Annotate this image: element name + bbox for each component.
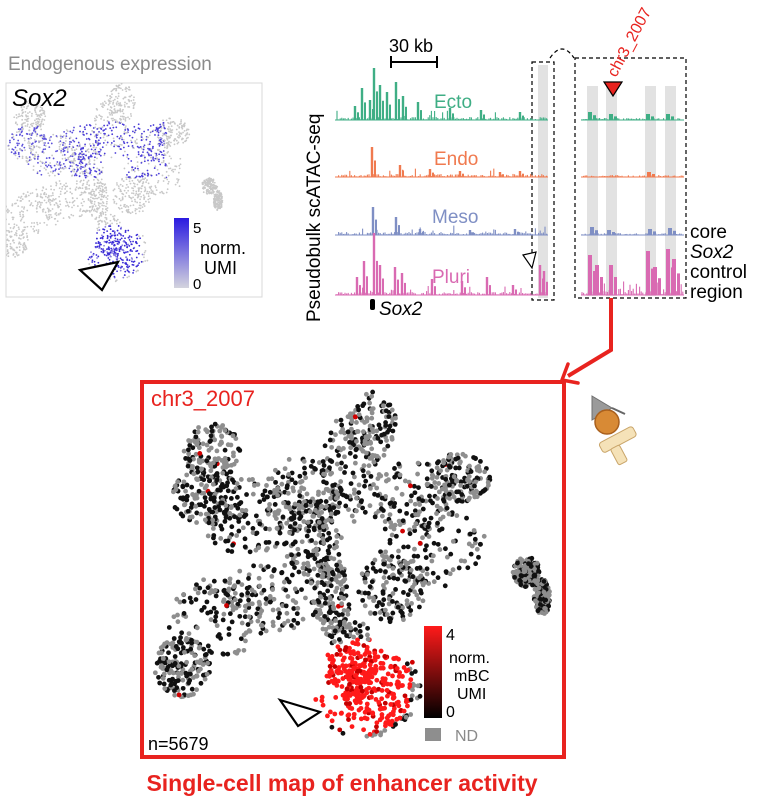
scale-bar-label: 30 kb [389,36,433,56]
sox2-gene-model [370,299,375,310]
endogenous-title: Endogenous expression [8,54,212,75]
enhancer-label: chr3_2007 [605,5,656,80]
zoom-source-box [531,61,555,301]
nd-label: ND [455,728,478,745]
enhancer-arrowhead-marker [277,698,323,728]
enhancer-legend-label-3: UMI [457,686,486,703]
region-label-2: Sox2 [690,242,734,263]
enhancer-legend-label-2: mBC [454,668,490,685]
atac-ylabel: Pseudobulk scATAC-seq [304,114,325,322]
zoom-highlight-3 [645,86,656,296]
caption: Single-cell map of enhancer activity [146,770,537,796]
zoom-highlight-4 [665,86,676,296]
endogenous-legend-min: 0 [193,276,201,293]
endogenous-arrowhead-marker [77,260,121,292]
construct-icon [591,395,637,466]
nd-swatch [425,728,441,741]
zoom-highlight-1 [587,86,598,296]
track-label-meso: Meso [432,207,478,228]
region-label-3: control [690,262,747,283]
track-ecto: Ecto [335,68,684,121]
atac-panel: Pseudobulk scATAC-seq 30 kb Ecto Endo Meso… [304,5,747,322]
zoom-connector [549,48,575,59]
endogenous-legend-max: 5 [193,220,201,237]
region-label-4: region [690,282,743,303]
highlight-region-main [538,65,548,298]
enhancer-map-title: chr3_2007 [151,386,255,411]
enhancer-legend-max: 4 [446,627,455,644]
endogenous-colorbar [174,218,189,288]
zoom-highlight-2 [606,86,617,296]
zoom-box [574,57,687,299]
enhancer-legend-label-1: norm. [449,650,490,667]
region-label-1: core [690,222,727,243]
track-endo: Endo [335,147,684,178]
enhancer-colorbar [424,626,442,718]
enhancer-legend-min: 0 [446,704,455,721]
endogenous-expression-panel: Endogenous expression Sox2 5 0 norm. UMI [5,54,263,298]
endogenous-umap-cells [6,83,224,283]
endogenous-gene-name: Sox2 [12,85,67,112]
endogenous-legend-label-2: UMI [204,258,237,278]
endogenous-legend-label-1: norm. [200,238,246,258]
enhancer-marker [602,81,624,98]
scale-bar: 30 kb [389,36,438,68]
sox2-gene-label: Sox2 [379,299,423,320]
track-label-ecto: Ecto [434,92,472,113]
enhancer-umap-cells [152,389,552,739]
enhancer-map-panel: chr3_2007 n=5679 4 0 norm. mBC UMI ND [140,380,566,759]
connector-arrow [560,298,613,385]
atac-tracks: Ecto Endo Meso Pluri [335,68,684,296]
track-label-pluri: Pluri [432,267,470,288]
cell-count: n=5679 [148,734,209,754]
track-meso: Meso [335,207,684,236]
pluri-arrowhead-marker [522,251,537,270]
track-label-endo: Endo [434,149,478,170]
track-pluri: Pluri [335,233,684,296]
endogenous-umap [6,83,224,283]
